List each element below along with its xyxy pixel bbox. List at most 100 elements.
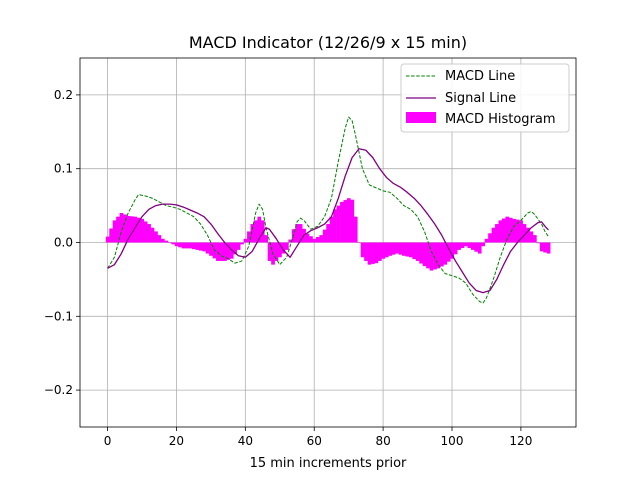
histogram-bar	[529, 231, 534, 243]
legend: MACD Line Signal Line MACD Histogram	[400, 63, 570, 133]
legend-label-signal-line: Signal Line	[445, 91, 516, 106]
histogram-bar	[377, 242, 382, 261]
legend-label-macd-line: MACD Line	[445, 69, 515, 84]
histogram-bar	[329, 216, 334, 243]
histogram-bar	[353, 216, 358, 243]
histogram-bar	[367, 242, 372, 265]
histogram-bar	[333, 209, 337, 243]
histogram-bar	[233, 242, 238, 255]
histogram-bar	[364, 242, 368, 261]
histogram-bar	[495, 224, 499, 243]
y-ticks: −0.2 −0.1 0.0 0.1 0.2	[44, 88, 80, 397]
histogram-bar	[112, 220, 117, 243]
histogram-bar	[481, 242, 486, 247]
histogram-bar	[322, 229, 327, 243]
histogram-bar	[205, 242, 210, 254]
x-tick-label: 60	[307, 434, 322, 448]
histogram-bar	[357, 242, 362, 243]
histogram-bar	[433, 242, 437, 270]
histogram-bar	[429, 242, 434, 271]
histogram-bar	[488, 233, 492, 243]
legend-swatch-macd-histogram	[406, 112, 436, 123]
histogram-bar	[405, 242, 410, 257]
histogram-bar	[408, 242, 413, 258]
histogram-bar	[543, 242, 548, 253]
histogram-bar	[491, 227, 496, 243]
histogram-bar	[391, 242, 396, 255]
histogram-bar	[253, 220, 258, 243]
histogram-bar	[470, 242, 475, 250]
signal-line-series	[107, 148, 549, 294]
histogram-bar	[226, 242, 231, 260]
histogram-bar	[395, 242, 399, 254]
histogram-bar	[443, 242, 448, 265]
histogram-bar	[536, 242, 541, 244]
histogram-bar	[216, 242, 220, 261]
histogram-bar	[295, 224, 300, 243]
histogram-bar	[498, 220, 503, 243]
histogram-bar	[402, 242, 406, 256]
histogram-bar	[532, 235, 537, 243]
histogram-bar	[274, 242, 279, 261]
histogram-bar	[360, 242, 365, 258]
histogram-bar	[178, 242, 182, 248]
x-tick-label: 100	[441, 434, 464, 448]
histogram-bar	[312, 238, 317, 243]
histogram-bar	[415, 242, 420, 261]
histogram-bar	[505, 216, 510, 243]
histogram-bar	[436, 242, 441, 269]
histogram-bar	[209, 242, 213, 256]
histogram-bar	[326, 224, 331, 243]
macd-line-series	[107, 116, 549, 304]
histogram-bar	[371, 242, 375, 264]
histogram-bar	[343, 200, 348, 243]
histogram-bar	[164, 240, 169, 243]
histogram-bar	[298, 224, 303, 243]
histogram-bar	[515, 219, 520, 243]
histogram-bar	[477, 242, 482, 254]
histogram-bar	[247, 231, 251, 243]
histogram-bar	[160, 238, 165, 243]
histogram-layer	[105, 198, 551, 271]
legend-box	[400, 63, 570, 133]
histogram-bar	[119, 212, 124, 243]
histogram-bar	[439, 242, 444, 267]
histogram-bar	[219, 242, 224, 261]
histogram-bar	[522, 224, 527, 243]
histogram-bar	[202, 242, 207, 252]
y-tick-label: −0.1	[44, 309, 73, 323]
histogram-bar	[240, 242, 244, 245]
histogram-bar	[484, 238, 489, 243]
histogram-bar	[278, 242, 282, 258]
histogram-bar	[126, 215, 131, 243]
histogram-bar	[346, 198, 351, 243]
histogram-bar	[426, 242, 430, 269]
histogram-bar	[154, 231, 158, 243]
histogram-bar	[236, 242, 241, 250]
histogram-bar	[340, 201, 344, 243]
histogram-bar	[171, 242, 176, 245]
histogram-bar	[191, 242, 196, 250]
histogram-bar	[136, 217, 141, 243]
x-tick-label: 40	[238, 434, 253, 448]
histogram-bar	[546, 242, 551, 254]
histogram-bar	[474, 242, 479, 252]
histogram-bar	[384, 242, 389, 258]
histogram-bar	[198, 242, 203, 251]
y-tick-label: 0.2	[54, 88, 73, 102]
histogram-bar	[105, 236, 110, 243]
legend-label-macd-histogram: MACD Histogram	[445, 112, 556, 127]
histogram-bar	[157, 235, 162, 243]
x-tick-label: 120	[509, 434, 532, 448]
histogram-bar	[185, 242, 189, 249]
histogram-bar	[453, 242, 458, 255]
histogram-bar	[446, 242, 451, 262]
histogram-bar	[195, 242, 200, 250]
histogram-bar	[116, 216, 120, 243]
histogram-bar	[284, 242, 289, 250]
histogram-bar	[309, 236, 313, 243]
histogram-bar	[257, 216, 262, 243]
histogram-bar	[147, 224, 151, 243]
histogram-bar	[174, 242, 179, 247]
